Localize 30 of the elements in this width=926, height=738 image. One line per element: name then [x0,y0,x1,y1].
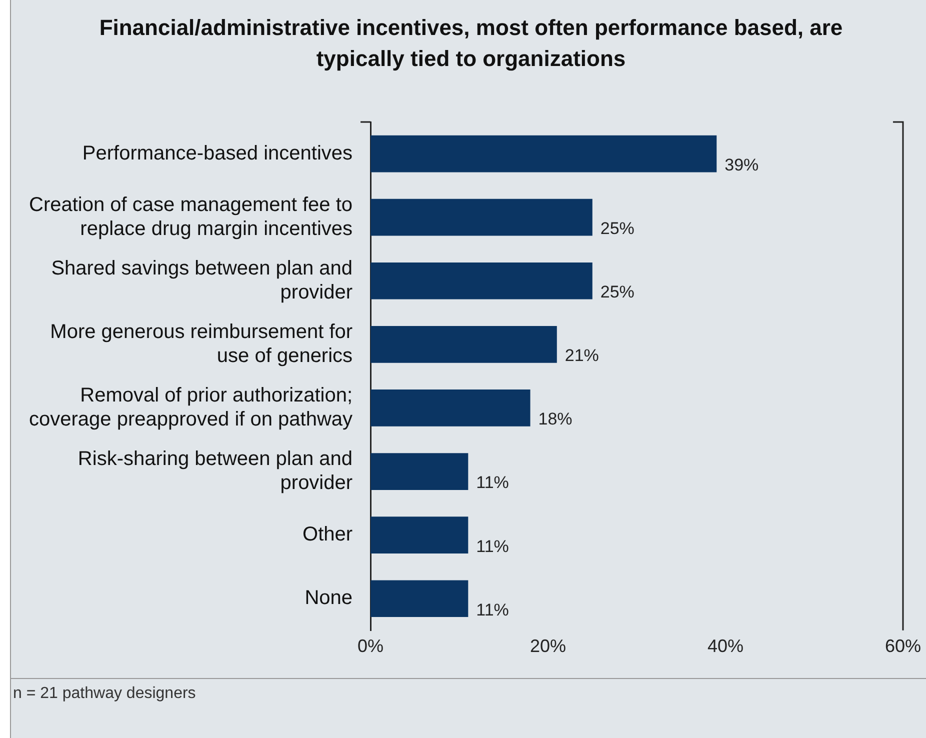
y-tick-label: Creation of case management fee to replace drug margin incentives [29,194,353,240]
data-label: 11% [476,600,509,620]
bar [370,453,468,490]
y-tick-label: Risk-sharing between plan and provider [78,448,353,494]
x-tick-label: 40% [707,636,744,656]
data-label: 25% [600,282,634,302]
bar [370,580,468,618]
bar [370,198,592,236]
bar [370,262,592,300]
x-tick-label: 60% [884,636,921,656]
bar [370,516,468,554]
bar [370,326,557,363]
x-tick-label: 0% [358,636,384,656]
data-label: 11% [476,473,509,492]
y-tick-label: Removal of prior authorization; coverage preapproved if on pathway [29,384,353,430]
x-tick-label: 20% [530,636,566,656]
data-label: 25% [600,219,634,238]
y-tick-label: Shared savings between plan and provider [51,257,353,304]
y-tick-label: Other [302,524,353,546]
chart-title: Financial/administrative incentives, most often performance based, are typically tied to organizations [98,14,844,73]
bar [370,135,717,172]
y-tick-label: More generous reimbursement for use of generics [50,320,353,367]
y-tick-label: None [304,587,353,610]
text: n = 21 pathway designers [11,679,926,703]
data-label: 21% [564,346,599,366]
data-label: 18% [538,410,572,429]
bar [370,390,530,426]
data-label: 11% [476,536,509,556]
data-label: 39% [724,155,759,174]
y-tick-label: Performance-based incentives [82,142,353,164]
